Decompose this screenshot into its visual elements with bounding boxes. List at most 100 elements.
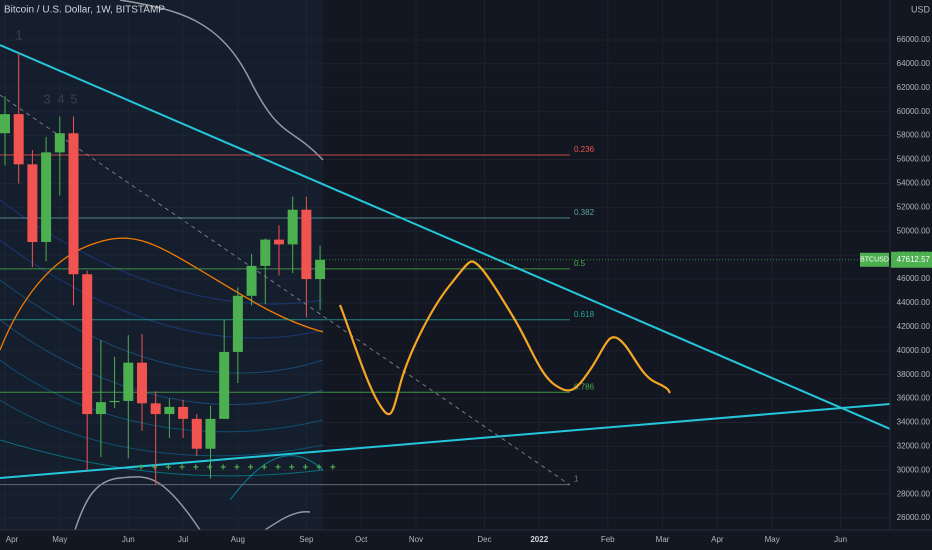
y-tick-label: 44000.00 (897, 298, 931, 307)
candle-body (301, 209, 312, 280)
x-tick-label: Nov (409, 535, 423, 544)
y-tick-label: 52000.00 (897, 202, 931, 211)
x-tick-label: Dec (477, 535, 491, 544)
x-tick-label: Jun (122, 535, 135, 544)
price-tag (891, 251, 932, 268)
x-tick-label: Aug (231, 535, 245, 544)
y-tick-label: 62000.00 (897, 83, 931, 92)
x-tick-label: May (765, 535, 780, 544)
chart-title: Bitcoin / U.S. Dollar, 1W, BITSTAMP (4, 5, 165, 16)
y-tick-label: 66000.00 (897, 35, 931, 44)
wave-label: 1 (15, 27, 22, 42)
candle-body (164, 406, 175, 415)
y-tick-label: 28000.00 (897, 489, 931, 498)
plus-marker: + (138, 463, 144, 474)
y-tick-label: 34000.00 (897, 418, 931, 427)
candle-body (54, 133, 65, 153)
fib-label: 0.786 (574, 382, 595, 391)
plus-marker: + (289, 463, 295, 474)
fib-label: 0.236 (574, 145, 595, 154)
plus-marker: + (193, 463, 199, 474)
y-tick-label: 50000.00 (897, 226, 931, 235)
ribbon-line (0, 439, 324, 477)
candle-body (205, 418, 216, 449)
fib-label: 0.618 (574, 310, 595, 319)
y-tick-label: 36000.00 (897, 394, 931, 403)
x-tick-label: Apr (6, 535, 19, 544)
wave-label: 3 (43, 91, 50, 106)
candle-body (27, 164, 38, 242)
y-tick-label: 42000.00 (897, 322, 931, 331)
trend-line (0, 44, 932, 448)
plus-marker: + (179, 463, 185, 474)
candles (0, 53, 326, 485)
fib-label: 1 (574, 475, 579, 484)
y-tick-label: 40000.00 (897, 346, 931, 355)
fib-label: 0.5 (574, 259, 586, 268)
plus-marker: + (220, 463, 226, 474)
candle-body (68, 133, 79, 275)
candle-body (287, 209, 298, 245)
y-tick-label: 26000.00 (897, 513, 931, 522)
x-tick-label: Mar (656, 535, 670, 544)
candle-body (273, 239, 284, 245)
x-tick-label: Apr (711, 535, 724, 544)
currency-label: USD (911, 4, 931, 14)
signal-markers: + + + + + + + + + + + + + + + (138, 463, 336, 474)
symbol-label: BTCUSD (860, 257, 889, 264)
moving-average (0, 237, 324, 351)
candle-body (82, 274, 93, 415)
plus-marker: + (261, 463, 267, 474)
grid (0, 0, 890, 530)
candle-body (260, 239, 271, 266)
x-tick-label: Sep (299, 535, 314, 544)
y-tick-label: 32000.00 (897, 441, 931, 450)
fib-label: 0.382 (574, 208, 595, 217)
lower-band (74, 476, 311, 531)
wave-label: 4 (57, 91, 64, 106)
candle-body (315, 259, 326, 280)
plus-marker: + (302, 463, 308, 474)
ribbon-line (229, 455, 324, 501)
fib-trend (0, 94, 571, 486)
trend-line (0, 403, 891, 479)
y-tick-label: 60000.00 (897, 107, 931, 116)
candle-body (136, 362, 147, 404)
ribbon-line (0, 359, 324, 433)
projection-drawing (338, 260, 671, 416)
plus-marker: + (330, 463, 336, 474)
candle-body (109, 400, 120, 403)
x-tick-label: 2022 (530, 535, 548, 544)
candle-body (191, 418, 202, 449)
y-tick-label: 64000.00 (897, 59, 931, 68)
candle-body (232, 295, 243, 352)
ribbon-line (0, 239, 324, 339)
fib-levels: 0.236 0.382 0.5 0.618 0.786 1 (0, 145, 595, 486)
shaded-region (0, 0, 323, 530)
candle-body (150, 403, 161, 415)
x-tick-label: May (52, 535, 67, 544)
price-tag-label: 47612.57 (897, 255, 931, 264)
x-tick-label: Jul (178, 535, 188, 544)
candle-body (0, 114, 10, 134)
candle-body (219, 351, 230, 419)
y-tick-label: 38000.00 (897, 370, 931, 379)
upper-band (119, 0, 324, 161)
x-tick-label: Oct (355, 535, 368, 544)
y-tick-label: 56000.00 (897, 155, 931, 164)
candle-body (178, 406, 189, 419)
wave-labels: 1 3 4 5 (15, 27, 77, 106)
axes: 26000.00 28000.00 30000.00 32000.00 34000.00… (6, 35, 932, 544)
plus-marker: + (316, 463, 322, 474)
plus-marker: + (165, 463, 171, 474)
x-tick-label: Jun (834, 535, 847, 544)
candle-body (123, 362, 134, 401)
plus-marker: + (248, 463, 254, 474)
plus-marker: + (207, 463, 213, 474)
y-tick-label: 54000.00 (897, 179, 931, 188)
plus-marker: + (234, 463, 240, 474)
ribbon-line (0, 279, 324, 374)
plus-marker: + (152, 463, 158, 474)
candle-body (246, 265, 257, 296)
